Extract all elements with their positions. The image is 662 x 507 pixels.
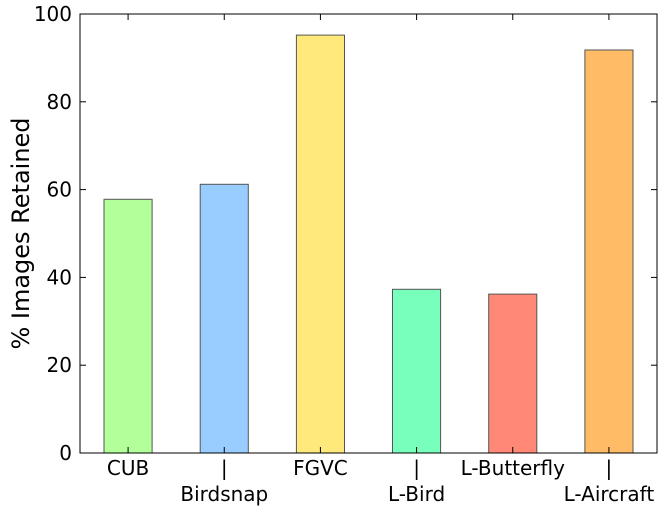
y-tick-label: 20	[47, 353, 72, 377]
bar-birdsnap	[199, 183, 249, 454]
x-tick-separator: |	[221, 456, 228, 480]
bar-fgvc	[295, 34, 345, 454]
y-tick-label: 80	[47, 90, 72, 114]
y-axis-ticks: 0 20 40 60 80 100	[34, 2, 657, 465]
bars-group	[103, 34, 634, 454]
x-tick-separator: |	[606, 456, 613, 480]
x-tick-label: L-Butterfly	[461, 456, 566, 480]
x-tick-label: FGVC	[293, 456, 348, 480]
x-tick-label: L-Aircraft	[564, 482, 655, 506]
y-tick-label: 100	[34, 2, 72, 26]
bar-l-bird	[392, 288, 442, 454]
y-tick-label: 60	[47, 178, 72, 202]
bar-l-aircraft	[584, 49, 634, 454]
bar-cub	[103, 198, 153, 454]
x-tick-label: Birdsnap	[180, 482, 268, 506]
bar-l-butterfly	[488, 293, 538, 454]
x-tick-separator: |	[413, 456, 420, 480]
x-tick-label: CUB	[107, 456, 149, 480]
plot-frame	[79, 13, 658, 454]
y-axis-label: % Images Retained	[7, 117, 35, 349]
y-tick-label: 0	[59, 441, 72, 465]
x-tick-label: L-Bird	[388, 482, 445, 506]
y-tick-label: 40	[47, 265, 72, 289]
